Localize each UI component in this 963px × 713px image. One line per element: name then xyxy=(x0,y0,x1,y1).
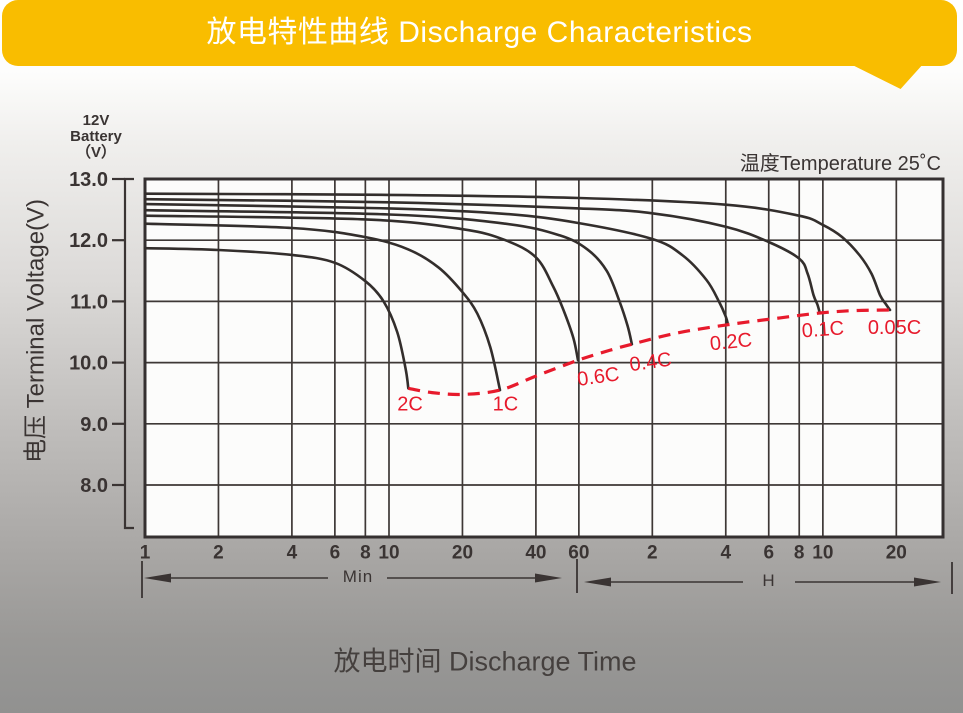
plot-background xyxy=(145,179,943,537)
x-tick-label: 6 xyxy=(763,543,774,564)
page-title: 放电特性曲线 Discharge Characteristics xyxy=(206,16,753,49)
y-axis-bracket xyxy=(123,177,134,530)
x-tick-label: 40 xyxy=(525,543,546,564)
x-tick-label: 6 xyxy=(330,543,341,564)
minutes-unit-label: Min xyxy=(342,567,374,586)
hours-arrowhead-right xyxy=(914,577,941,587)
curve-0.6C xyxy=(143,214,580,362)
temperature-note: 温度Temperature 25˚C xyxy=(739,153,941,175)
curve-0.4C xyxy=(143,208,634,346)
x-tick-label: 2 xyxy=(213,543,224,564)
minutes-arrowhead-right xyxy=(535,573,562,583)
rate-label-2C: 2C xyxy=(397,394,423,416)
x-tick-label: 8 xyxy=(360,543,371,564)
y-tick-label: 10.0 xyxy=(69,353,108,375)
rate-label-1C: 1C xyxy=(493,394,519,416)
y-tick-label: 11.0 xyxy=(70,291,108,313)
x-tick-label: 20 xyxy=(452,543,473,564)
x-tick-label: 1 xyxy=(140,543,151,564)
battery-label-line3: （V） xyxy=(75,144,116,161)
plot-frame xyxy=(143,177,945,539)
rate-label-0.05C: 0.05C xyxy=(868,317,921,339)
rate-label-0.2C: 0.2C xyxy=(709,329,753,355)
x-tick-label: 8 xyxy=(794,543,805,564)
x-tick-label: 10 xyxy=(812,543,833,564)
battery-type-label: 12V Battery （V） xyxy=(48,113,144,161)
curve-0.1C xyxy=(143,197,822,315)
x-tick-label: 20 xyxy=(886,543,907,564)
curve-1C xyxy=(143,222,502,392)
y-tick-label: 12.0 xyxy=(69,230,108,252)
battery-label-line1: 12V xyxy=(82,112,110,129)
x-tick-label: 10 xyxy=(378,543,399,564)
curve-0.2C xyxy=(143,202,730,326)
rate-label-0.1C: 0.1C xyxy=(801,317,845,342)
y-tick-label: 8.0 xyxy=(80,475,108,497)
hours-unit-label: H xyxy=(762,571,776,590)
minutes-arrowhead-left xyxy=(144,573,171,583)
x-tick-label: 2 xyxy=(647,543,658,564)
y-tick-label: 9.0 xyxy=(80,414,108,436)
x-tick-label: 60 xyxy=(568,543,589,564)
hours-arrowhead-left xyxy=(584,577,611,587)
x-axis-title: 放电时间 Discharge Time xyxy=(333,646,637,677)
battery-label-line2: Battery xyxy=(70,128,122,145)
x-tick-label: 4 xyxy=(287,543,298,564)
title-banner: 放电特性曲线 Discharge Characteristics xyxy=(2,0,957,66)
y-tick-label: 13.0 xyxy=(69,169,108,191)
y-axis-title: 电压 Terminal Voltage(V) xyxy=(22,198,50,464)
x-tick-label: 4 xyxy=(720,543,731,564)
curve-0.05C xyxy=(143,192,892,312)
curve-2C xyxy=(143,246,410,390)
